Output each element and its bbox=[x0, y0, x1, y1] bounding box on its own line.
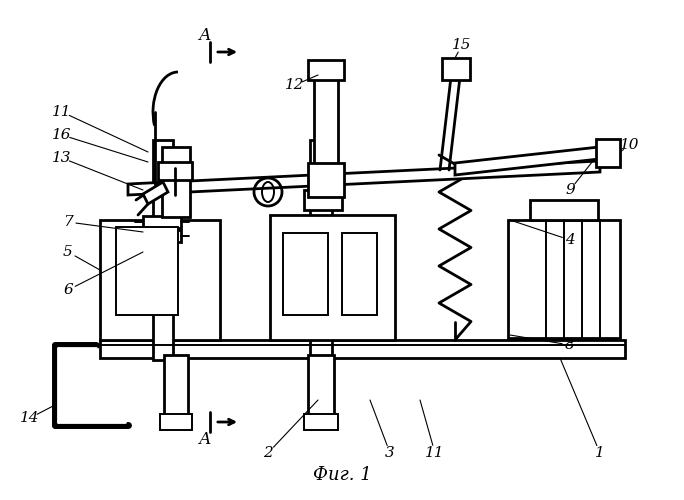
Bar bbox=[160, 414, 192, 430]
Bar bbox=[508, 220, 620, 338]
Text: 3: 3 bbox=[385, 446, 395, 460]
Text: 12: 12 bbox=[285, 78, 305, 92]
Text: 4: 4 bbox=[565, 233, 575, 247]
Text: А: А bbox=[198, 26, 211, 44]
Text: 1: 1 bbox=[595, 446, 605, 460]
Bar bbox=[100, 340, 625, 358]
Bar bbox=[304, 414, 338, 430]
Bar bbox=[308, 163, 344, 197]
Bar bbox=[158, 162, 192, 180]
Text: 10: 10 bbox=[620, 138, 640, 152]
Text: 11: 11 bbox=[425, 446, 445, 460]
Polygon shape bbox=[143, 182, 168, 204]
Bar bbox=[298, 216, 344, 228]
Text: 6: 6 bbox=[63, 283, 73, 297]
Text: 13: 13 bbox=[52, 151, 72, 165]
Text: 11: 11 bbox=[52, 105, 72, 119]
Bar bbox=[143, 230, 181, 242]
Bar bbox=[153, 140, 173, 360]
Text: А: А bbox=[198, 432, 211, 448]
Bar bbox=[442, 58, 470, 80]
Bar bbox=[304, 190, 342, 210]
Bar bbox=[270, 215, 395, 340]
Text: 14: 14 bbox=[21, 411, 40, 425]
Polygon shape bbox=[455, 146, 608, 175]
Bar bbox=[308, 60, 344, 80]
Bar bbox=[116, 227, 178, 315]
Text: 16: 16 bbox=[52, 128, 72, 142]
Bar bbox=[308, 355, 334, 415]
Polygon shape bbox=[128, 161, 600, 195]
Bar bbox=[164, 355, 188, 415]
Bar bbox=[162, 147, 190, 217]
Text: 5: 5 bbox=[63, 245, 73, 259]
Text: 8: 8 bbox=[565, 338, 575, 352]
Bar bbox=[298, 230, 344, 242]
Text: 7: 7 bbox=[63, 215, 73, 229]
Bar bbox=[100, 220, 220, 340]
Bar bbox=[310, 140, 332, 360]
Text: 15: 15 bbox=[452, 38, 472, 52]
Text: Фиг. 1: Фиг. 1 bbox=[313, 466, 371, 484]
Text: 9: 9 bbox=[565, 183, 575, 197]
Bar bbox=[342, 233, 377, 315]
Bar bbox=[314, 75, 338, 165]
Bar bbox=[596, 139, 620, 167]
Bar bbox=[283, 233, 328, 315]
Bar bbox=[143, 216, 181, 228]
Text: 2: 2 bbox=[263, 446, 273, 460]
Bar bbox=[530, 200, 598, 220]
